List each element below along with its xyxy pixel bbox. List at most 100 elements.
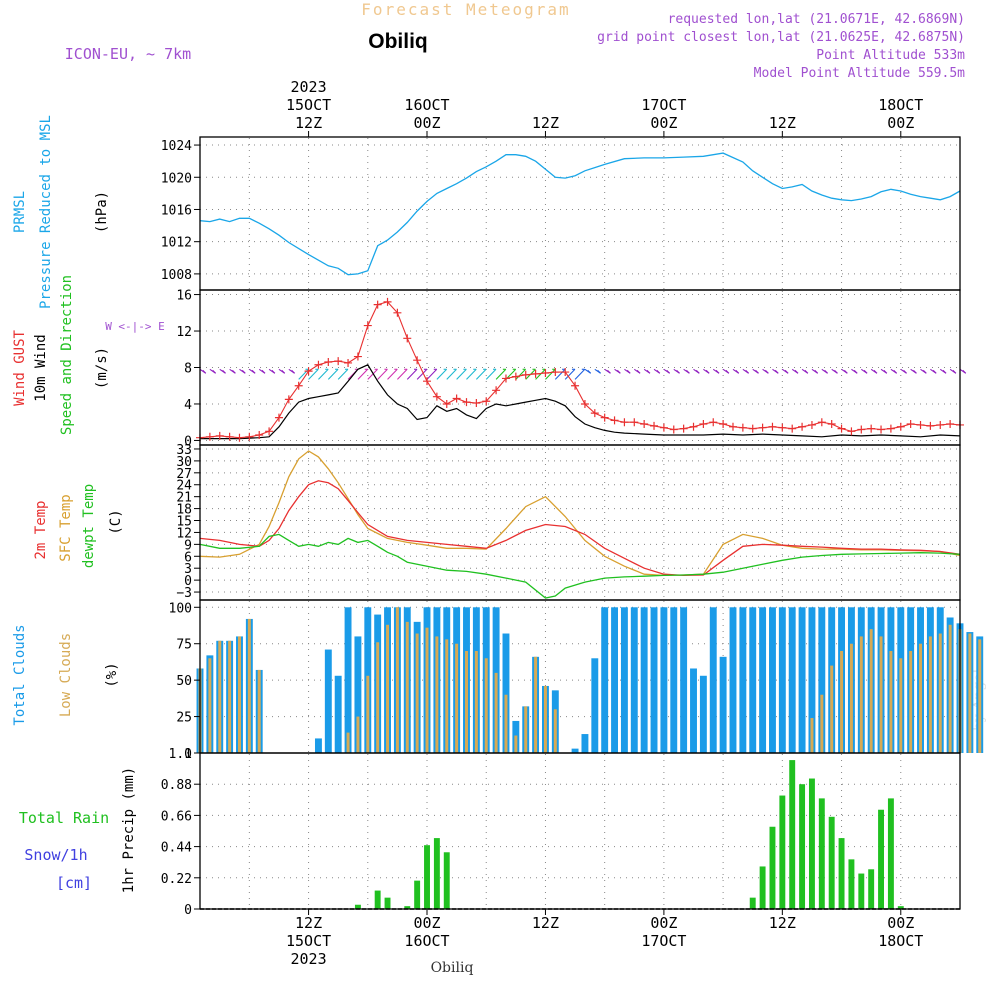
xtick-top-label: 00Z <box>650 114 677 132</box>
ytick-label: 9 <box>184 538 192 553</box>
low-cloud-bar <box>208 658 212 753</box>
wind-arrow-head <box>676 369 680 374</box>
low-cloud-bar <box>257 669 261 753</box>
ytick-label: 1024 <box>161 139 192 154</box>
gust-marker <box>610 416 619 425</box>
ytick-label: 6 <box>184 550 192 565</box>
xtick-bottom-label: 2023 <box>291 950 327 968</box>
wind-direction-arrow <box>397 368 408 380</box>
gust-marker <box>916 420 925 429</box>
wind-arrow-head <box>834 369 838 374</box>
low-cloud-bar <box>820 694 824 753</box>
rain-bar <box>443 852 450 909</box>
xtick-top-label: 18OCT <box>878 96 923 114</box>
low-cloud-bar <box>455 643 459 753</box>
gust-marker <box>758 423 767 432</box>
wind-arrow-head <box>212 369 217 374</box>
wind-dir-label: Speed and Direction <box>59 275 75 435</box>
xtick-top-label: 00Z <box>413 114 440 132</box>
wind-arrow-head <box>666 369 671 374</box>
xtick-top-label: 17OCT <box>641 96 686 114</box>
gust-marker <box>472 399 481 408</box>
temp-unit: (C) <box>108 509 124 534</box>
wind-arrow-head <box>883 369 888 374</box>
wind-arrow-head <box>261 369 266 374</box>
total-cloud-bar <box>769 607 776 753</box>
wind-arrow-head <box>764 369 769 374</box>
ytick-label: 24 <box>176 479 192 494</box>
total-cloud-bar <box>324 649 332 753</box>
low-cloud-bar <box>465 651 468 753</box>
dewpt-line <box>199 533 961 599</box>
ytick-label: 1012 <box>161 236 192 251</box>
pressure-unit: (hPa) <box>94 191 110 233</box>
gust-marker <box>274 413 283 422</box>
gust-marker <box>867 424 876 433</box>
rain-bar <box>424 845 430 909</box>
rain-bar <box>848 859 855 909</box>
gust-marker <box>531 369 540 378</box>
low-cloud-bar <box>830 665 834 753</box>
gust-marker <box>245 432 254 441</box>
xtick-bottom-label: 18OCT <box>878 932 923 950</box>
total-cloud-bar <box>690 668 697 753</box>
wind-arrow-head <box>626 369 631 374</box>
wind-direction-arrow <box>367 368 378 380</box>
gust-marker <box>620 418 629 427</box>
low-cloud-bar <box>849 643 853 753</box>
rain-bar <box>414 880 421 909</box>
low-cloud-bar <box>435 636 439 753</box>
gridpoint-coords: grid point closest lon,lat (21.0625E, 42… <box>597 30 965 45</box>
ytick-label: 12 <box>176 526 192 541</box>
wind-arrow-head <box>202 369 207 374</box>
ytick-label: 12 <box>176 325 192 340</box>
low-cloud-bar <box>859 636 863 753</box>
gust-marker <box>304 367 313 376</box>
total-cloud-bar <box>739 607 747 753</box>
xtick-top-label: 00Z <box>887 114 914 132</box>
total-cloud-bar <box>571 748 579 753</box>
xtick-top-label: 2023 <box>291 78 327 96</box>
ytick-label: 33 <box>176 443 192 458</box>
xtick-bottom-label: 12Z <box>295 914 322 932</box>
sfc-temp-line <box>199 450 961 577</box>
rain-bar <box>759 866 766 909</box>
wind-arrow-head <box>271 369 276 374</box>
low-cloud-bar <box>238 636 241 753</box>
gust-marker <box>482 397 491 406</box>
gust-marker <box>215 431 224 440</box>
low-cloud-bar <box>524 706 528 753</box>
wind-arrow-head <box>853 369 858 374</box>
axes-layer <box>194 131 961 915</box>
wind-direction-arrow <box>416 368 428 380</box>
gust-marker <box>314 360 323 369</box>
total-cloud-bar <box>729 607 737 753</box>
low-cloud-bar <box>504 694 508 753</box>
ytick-label: 100 <box>169 601 192 616</box>
wind-arrow-head <box>725 369 730 374</box>
gust-marker <box>798 422 807 431</box>
total-cloud-bar <box>601 607 609 753</box>
low-cloud-bar <box>968 633 972 753</box>
wind-arrow-head <box>291 369 295 374</box>
low-cloud-bar <box>376 642 380 753</box>
wind-arrow-head <box>942 369 947 374</box>
rain-bar <box>789 760 796 909</box>
wind-arrow-head <box>804 369 809 374</box>
gust-marker <box>590 409 599 418</box>
ytick-label: 1008 <box>161 268 192 283</box>
gust-marker <box>205 432 214 441</box>
gust-marker <box>857 425 866 434</box>
model-label: ICON-EU, ~ 7km <box>65 45 191 63</box>
low-cloud-bar <box>386 624 390 753</box>
wind-direction-arrow <box>456 368 467 380</box>
wind-arrow-head <box>646 369 651 374</box>
gust-marker <box>728 422 737 431</box>
low-cloud-bar <box>869 629 873 753</box>
wind-direction-arrow <box>357 368 369 380</box>
wind-direction-arrow <box>554 368 566 380</box>
rain-bar <box>838 838 845 909</box>
wind-arrow-head <box>824 369 828 374</box>
low-cloud-bar <box>445 639 449 753</box>
xtick-top-label: 12Z <box>532 114 559 132</box>
